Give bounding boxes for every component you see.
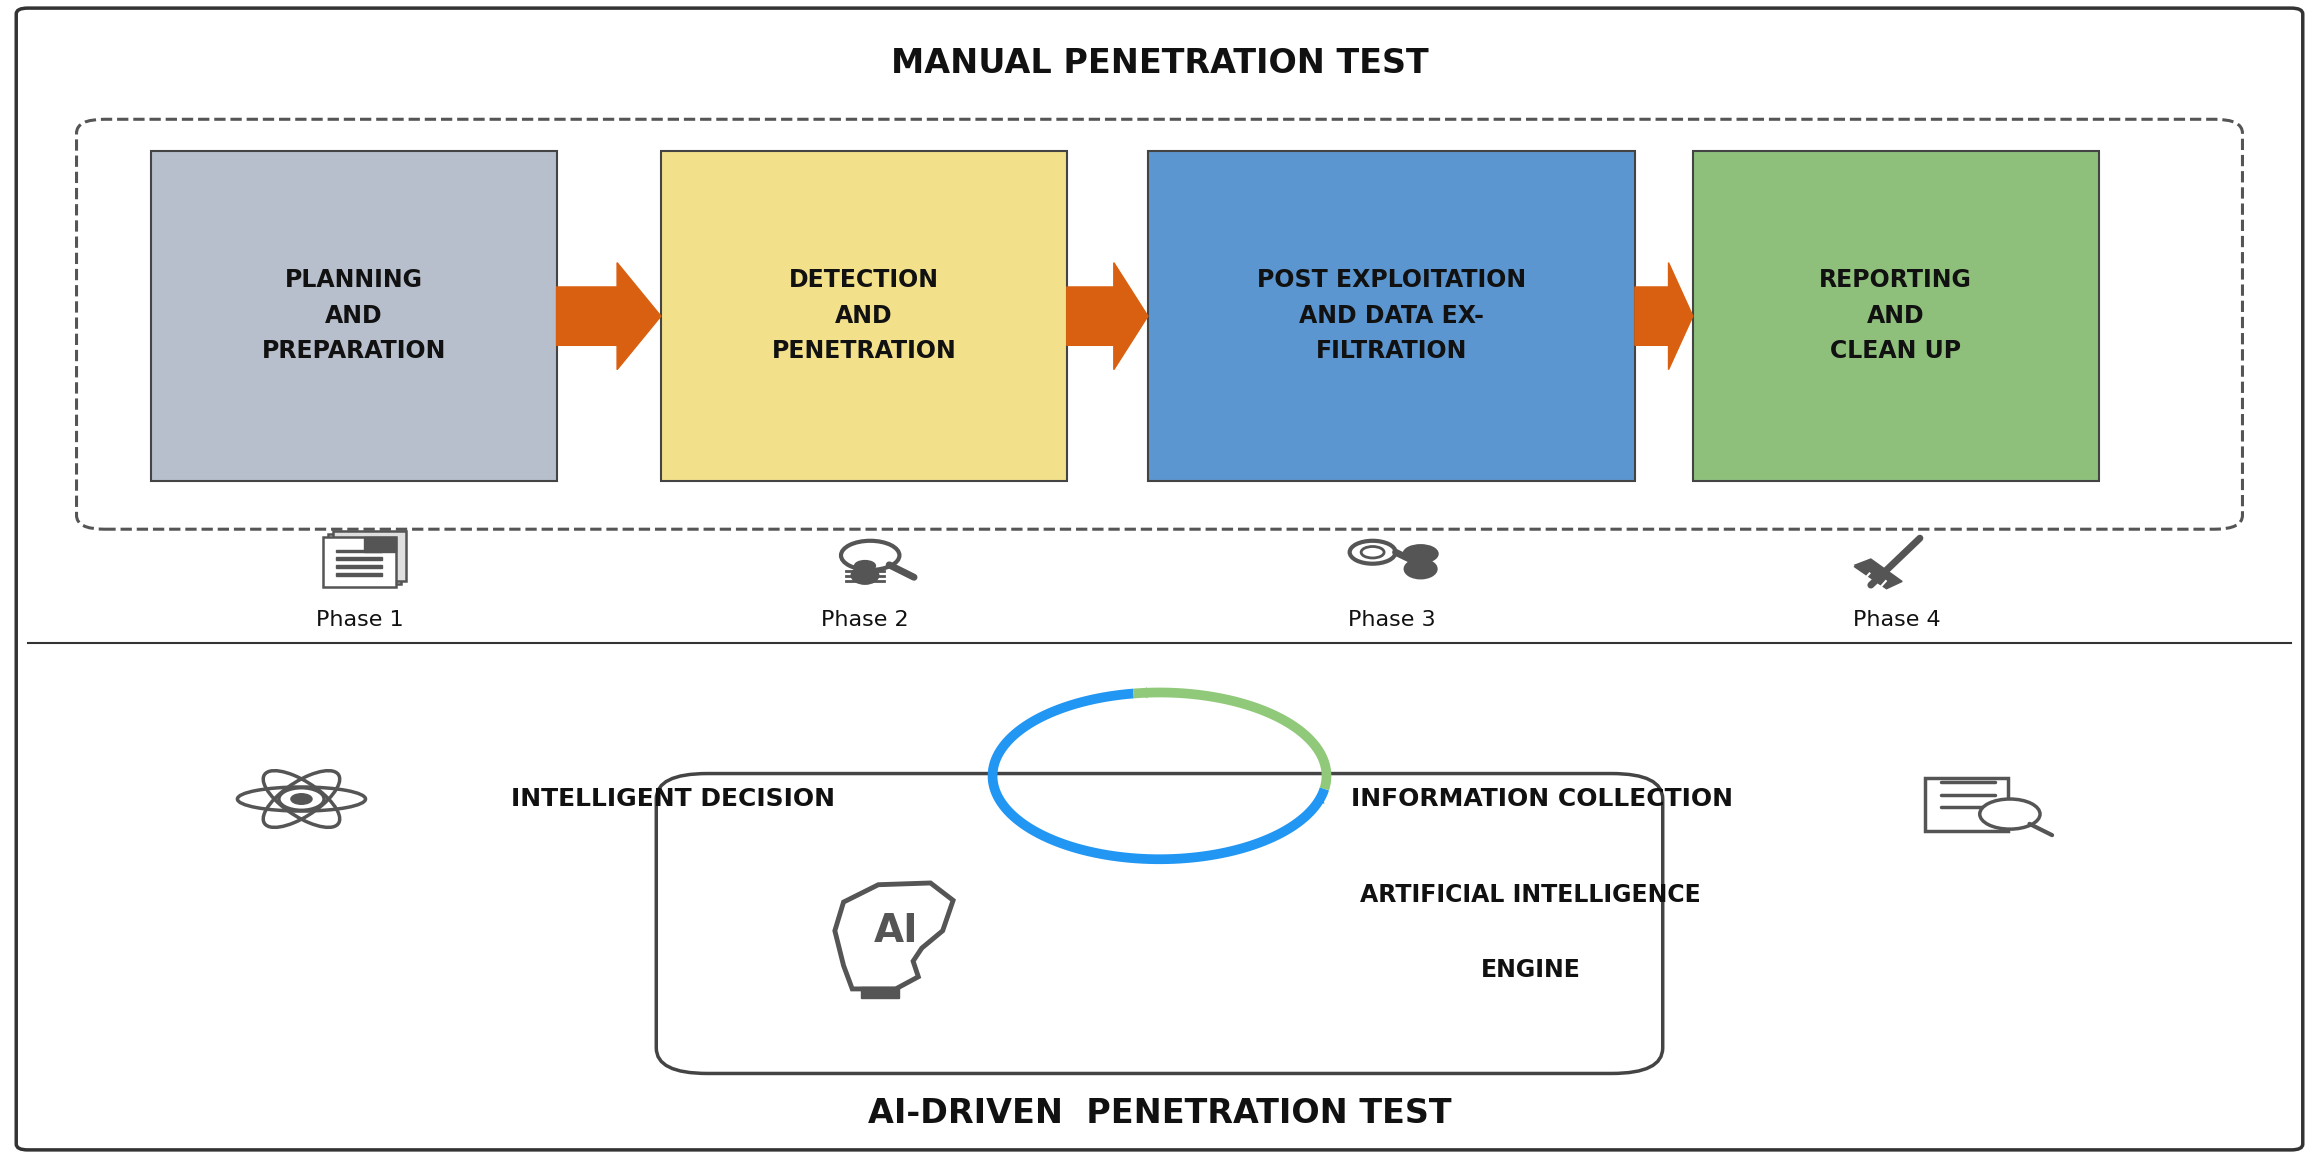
- Text: Phase 1: Phase 1: [315, 609, 404, 630]
- Bar: [1148, 151, 1635, 481]
- Text: INTELLIGENT DECISION: INTELLIGENT DECISION: [510, 787, 835, 811]
- Polygon shape: [364, 536, 397, 552]
- Bar: [1925, 778, 2008, 830]
- Bar: [336, 573, 383, 576]
- Ellipse shape: [1405, 559, 1435, 578]
- Bar: [661, 151, 1067, 481]
- FancyArrow shape: [1067, 263, 1148, 369]
- Bar: [336, 557, 383, 560]
- Text: Phase 4: Phase 4: [1853, 609, 1941, 630]
- Text: Phase 3: Phase 3: [1347, 609, 1435, 630]
- Text: DETECTION
AND
PENETRATION: DETECTION AND PENETRATION: [772, 269, 955, 362]
- Text: POST EXPLOITATION
AND DATA EX-
FILTRATION: POST EXPLOITATION AND DATA EX- FILTRATIO…: [1257, 269, 1526, 362]
- Polygon shape: [1853, 559, 1902, 588]
- Bar: [151, 151, 557, 481]
- FancyArrow shape: [557, 263, 661, 369]
- Bar: [329, 534, 401, 584]
- Circle shape: [278, 787, 325, 811]
- Text: INFORMATION COLLECTION: INFORMATION COLLECTION: [1352, 787, 1732, 811]
- Bar: [860, 987, 900, 997]
- FancyBboxPatch shape: [77, 119, 2242, 529]
- Circle shape: [1361, 547, 1384, 558]
- Ellipse shape: [851, 567, 879, 584]
- Circle shape: [842, 541, 900, 570]
- Bar: [322, 536, 397, 587]
- Text: REPORTING
AND
CLEAN UP: REPORTING AND CLEAN UP: [1820, 269, 1971, 362]
- Circle shape: [1350, 541, 1396, 564]
- Text: Phase 2: Phase 2: [821, 609, 909, 630]
- FancyBboxPatch shape: [656, 774, 1663, 1073]
- FancyBboxPatch shape: [16, 8, 2303, 1150]
- Circle shape: [1980, 799, 2041, 829]
- Bar: [1693, 151, 2099, 481]
- Text: PLANNING
AND
PREPARATION: PLANNING AND PREPARATION: [262, 269, 445, 362]
- Circle shape: [1403, 545, 1438, 562]
- Bar: [336, 550, 383, 552]
- Circle shape: [853, 560, 877, 571]
- Text: AI-DRIVEN  PENETRATION TEST: AI-DRIVEN PENETRATION TEST: [867, 1098, 1452, 1130]
- Circle shape: [290, 793, 313, 805]
- Text: ARTIFICIAL INTELLIGENCE: ARTIFICIAL INTELLIGENCE: [1361, 882, 1700, 907]
- FancyArrow shape: [1635, 263, 1693, 369]
- Polygon shape: [835, 884, 953, 989]
- Text: MANUAL PENETRATION TEST: MANUAL PENETRATION TEST: [890, 47, 1429, 80]
- Bar: [336, 565, 383, 567]
- Text: ENGINE: ENGINE: [1480, 958, 1582, 982]
- Bar: [334, 532, 406, 581]
- Text: AI: AI: [874, 911, 918, 950]
